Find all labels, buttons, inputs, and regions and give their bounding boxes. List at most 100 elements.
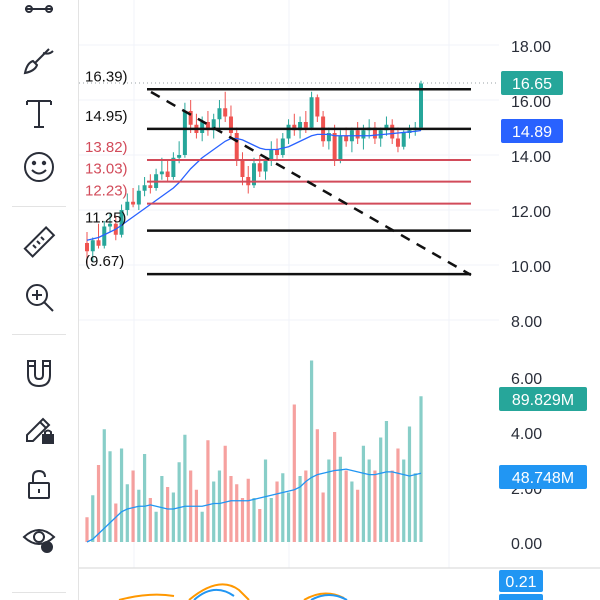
volume-bar <box>85 517 89 542</box>
trend-line-tool-icon[interactable] <box>12 0 66 32</box>
candle-body <box>159 171 164 175</box>
candle <box>298 116 303 139</box>
candle <box>171 152 176 180</box>
price-tick: 12.00 <box>511 204 551 221</box>
oscillator-pane: 0.21 <box>118 570 543 600</box>
candlestick-series <box>85 80 423 265</box>
candle <box>188 100 193 133</box>
price-tick: 14.00 <box>511 149 551 166</box>
candle <box>315 94 320 122</box>
volume-bar <box>269 498 273 542</box>
volume-bar <box>125 484 129 542</box>
volume-bar <box>131 470 135 542</box>
emoji-tool-icon[interactable] <box>12 144 66 190</box>
oscillator-value-tag <box>499 570 543 592</box>
volume-bar <box>356 489 360 542</box>
volume-bar <box>119 448 124 542</box>
candle-body <box>205 122 210 131</box>
candle-body <box>395 138 400 147</box>
volume-bar <box>142 454 147 542</box>
candle <box>223 91 228 122</box>
ma-price-tag: 14.89 <box>501 119 563 143</box>
candle <box>131 188 136 208</box>
candle-body <box>269 149 274 161</box>
volume-bar <box>315 429 319 542</box>
volume-bar <box>212 481 216 542</box>
price-moving-average-line <box>86 129 422 241</box>
candle <box>205 111 210 136</box>
unlock-icon[interactable] <box>12 462 66 508</box>
volume-value-tag: 89.829M <box>499 387 587 411</box>
volume-bar <box>396 448 400 542</box>
candle <box>309 91 314 131</box>
candle-body <box>171 157 176 177</box>
oscillator-value: 0.21 <box>505 574 536 591</box>
candle <box>349 127 354 153</box>
candle-body <box>142 185 147 191</box>
candle <box>390 119 395 144</box>
volume-bar <box>298 476 302 542</box>
candle <box>372 122 377 144</box>
candle <box>378 127 383 147</box>
candle-body <box>148 185 153 188</box>
ruler-tool-icon[interactable] <box>12 220 66 266</box>
fib-retracement-drawing[interactable]: 16.39) 14.95) 13.82) 13.03) 12.23) 11.25) (9.6… <box>85 68 471 276</box>
price-tick: 16.00 <box>511 94 551 111</box>
volume-bar <box>91 495 95 542</box>
candle-body <box>182 111 187 155</box>
chart-area[interactable]: 18.00 16.00 14.00 12.00 10.00 8.00 6.00 … <box>79 0 600 600</box>
trend-line[interactable] <box>150 90 472 277</box>
candle <box>252 157 256 188</box>
price-tick: 18.00 <box>511 39 551 56</box>
lock-drawings-icon[interactable] <box>12 406 66 452</box>
fib-level-label: 11.25) <box>85 210 126 227</box>
brush-tool-icon[interactable] <box>12 38 66 84</box>
zoom-in-tool-icon[interactable] <box>12 274 66 320</box>
candle-body <box>257 163 262 172</box>
volume-bar <box>327 459 331 542</box>
volume-bar <box>281 473 285 542</box>
price-tick: 8.00 <box>511 314 542 331</box>
volume-bar <box>171 492 175 542</box>
candle-body <box>217 108 222 120</box>
candle-body <box>332 133 337 161</box>
drawing-toolbar <box>0 0 79 600</box>
candle-body <box>234 133 239 161</box>
candle-body <box>344 135 349 142</box>
svg-text:14.89: 14.89 <box>512 124 552 141</box>
candle-body <box>309 97 314 128</box>
volume-bar <box>333 432 337 542</box>
candle-body <box>211 119 216 131</box>
candle <box>85 232 89 265</box>
candle-body <box>286 124 291 139</box>
volume-bar <box>309 360 314 542</box>
volume-bar <box>379 437 383 542</box>
candle <box>228 105 233 139</box>
magnet-tool-icon[interactable] <box>12 350 66 396</box>
fib-level-label: 13.03) <box>85 161 128 178</box>
candle <box>326 127 331 150</box>
volume-bar <box>177 462 181 542</box>
fib-level-label: 13.82) <box>85 139 128 156</box>
volume-bar <box>344 470 348 542</box>
candle-body <box>372 127 377 139</box>
volume-bar <box>166 487 170 542</box>
candle <box>401 130 406 150</box>
eye-visibility-icon[interactable] <box>12 514 66 560</box>
candle <box>194 113 199 139</box>
candle <box>125 193 130 216</box>
volume-bar <box>419 396 423 542</box>
candle-body <box>102 226 107 246</box>
candle <box>292 113 297 136</box>
candle-body <box>303 122 308 128</box>
volume-bar <box>350 481 354 542</box>
candle-body <box>188 111 193 125</box>
volume-bar <box>258 509 262 542</box>
candle-body <box>228 116 233 133</box>
volume-bar <box>246 478 250 542</box>
candle-body <box>96 240 101 246</box>
candle-body <box>119 210 124 235</box>
text-tool-icon[interactable] <box>12 90 66 136</box>
candle-body <box>401 133 406 147</box>
candle-body <box>355 130 360 139</box>
